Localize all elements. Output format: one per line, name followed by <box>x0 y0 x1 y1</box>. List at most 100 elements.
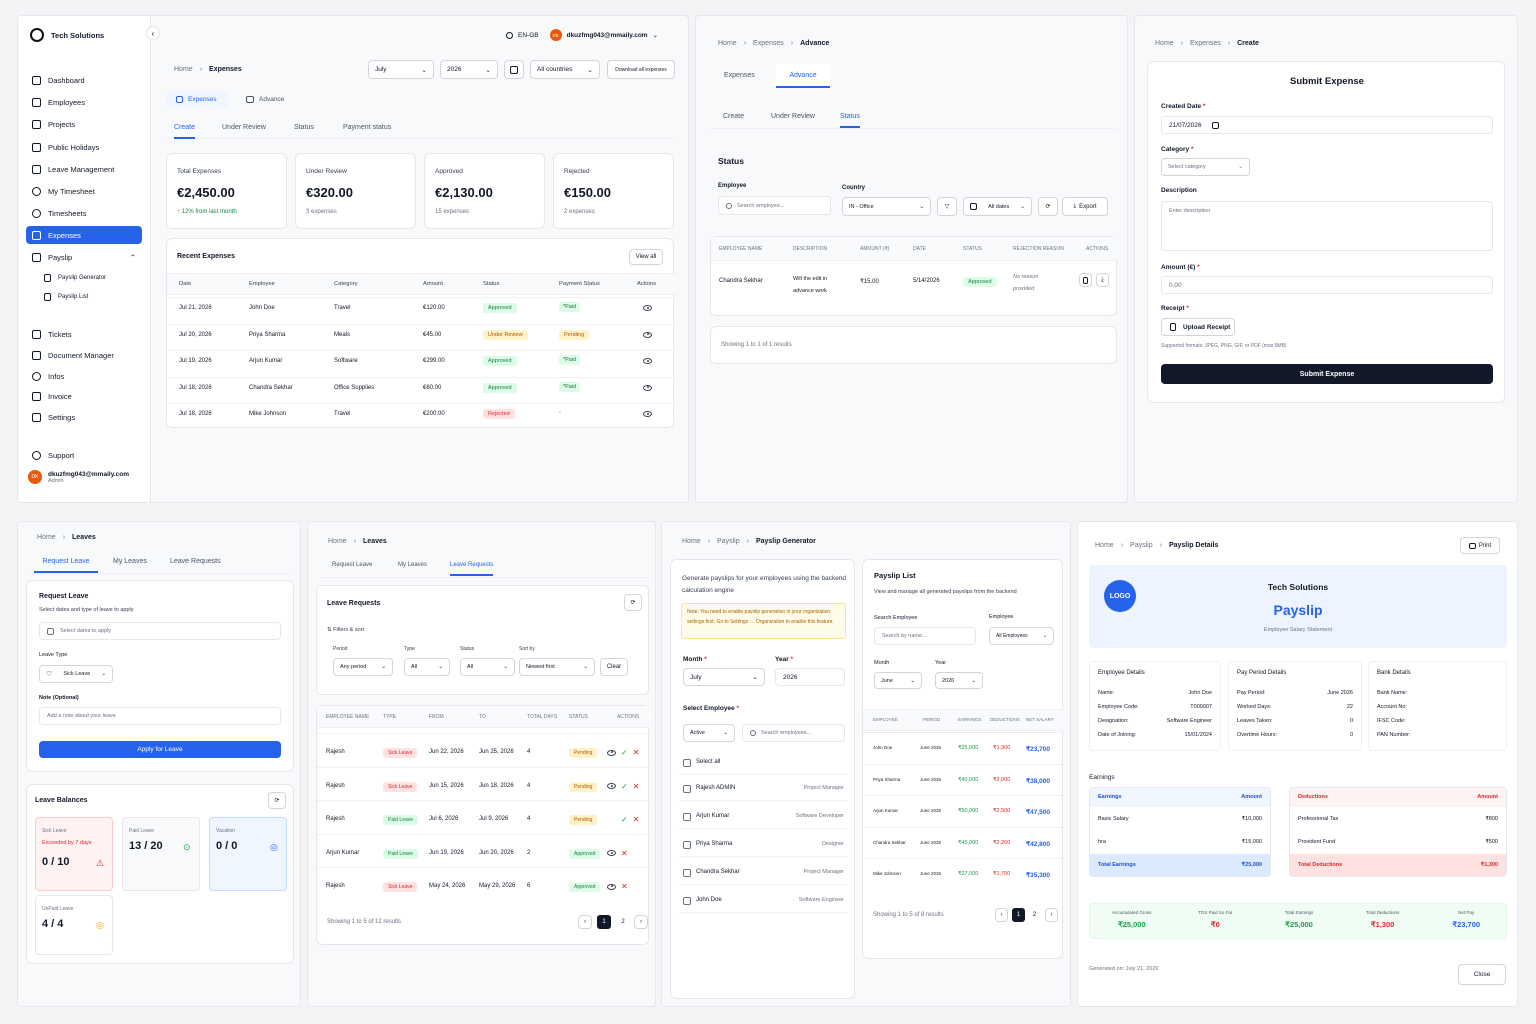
sidebar-item-projects[interactable]: Projects <box>26 115 142 133</box>
refresh-button[interactable]: ⟳ <box>1038 197 1058 216</box>
page-2-button[interactable]: 2 <box>1032 912 1037 918</box>
employee-checkbox[interactable] <box>683 869 691 877</box>
reject-icon[interactable]: ✕ <box>621 848 628 858</box>
prev-page-button[interactable]: ‹ <box>995 908 1008 922</box>
list-year-select[interactable]: 2026 ⌄ <box>935 672 983 689</box>
sidebar-item-payslip[interactable]: Payslip ⌃ <box>26 248 142 266</box>
view-icon[interactable] <box>643 331 652 338</box>
tab-request-leave[interactable]: Request Leave <box>34 558 98 573</box>
download-button[interactable]: ⤓ <box>1096 273 1109 287</box>
month-select[interactable]: July ⌄ <box>683 668 765 686</box>
sidebar-item-timesheets[interactable]: Timesheets <box>26 204 142 222</box>
select-dates-input[interactable]: Select dates to apply <box>39 622 281 640</box>
view-all-button[interactable]: View all <box>629 249 663 265</box>
sidebar-item-support[interactable]: Support <box>26 446 142 464</box>
category-select[interactable]: Select category ⌄ <box>1161 158 1250 176</box>
employee-checkbox[interactable] <box>683 813 691 821</box>
subtab-under-review[interactable]: Under Review <box>222 124 266 131</box>
reject-icon[interactable]: ✕ <box>621 882 628 891</box>
status-select[interactable]: All ⌄ <box>460 658 515 676</box>
upload-receipt-button[interactable]: Upload Receipt <box>1161 318 1235 336</box>
download-all-button[interactable]: Download all expenses <box>607 60 675 79</box>
note-input[interactable]: Add a note about your leave <box>39 707 281 725</box>
view-icon[interactable] <box>643 305 652 311</box>
clear-button[interactable]: Clear <box>600 658 628 676</box>
sidebar-item-payslip-list[interactable]: Payslip List <box>38 288 142 306</box>
view-icon[interactable] <box>607 850 616 856</box>
sort-select[interactable]: Newest first ⌄ <box>519 658 595 676</box>
approve-icon[interactable]: ✓ <box>621 748 628 757</box>
employee-checkbox[interactable] <box>683 841 691 849</box>
sidebar-item-expenses[interactable]: Expenses <box>26 226 142 244</box>
subtab-under-review[interactable]: Under Review <box>771 113 815 120</box>
export-button[interactable]: ⤓ Export <box>1062 197 1108 216</box>
search-by-name-input[interactable]: Search by name... <box>874 627 976 645</box>
subtab-create[interactable]: Create <box>174 124 196 139</box>
view-icon[interactable] <box>607 883 616 890</box>
sidebar-item-invoice[interactable]: Invoice <box>26 387 142 405</box>
reject-icon[interactable]: ✕ <box>632 815 640 824</box>
subtab-payment-status[interactable]: Payment status <box>343 124 392 131</box>
reject-icon[interactable]: ✕ <box>632 781 640 791</box>
user-profile[interactable]: DK dkuzfmg043@mmaily.com Admin <box>28 470 129 484</box>
list-month-select[interactable]: June ⌄ <box>874 672 922 689</box>
header-avatar[interactable]: DK <box>549 29 562 41</box>
employee-checkbox[interactable] <box>683 897 691 905</box>
tab-expenses[interactable]: Expenses <box>724 72 755 79</box>
select-all-checkbox[interactable] <box>683 759 691 767</box>
view-icon[interactable] <box>607 749 616 756</box>
next-page-button[interactable]: › <box>634 915 648 929</box>
sidebar-item-my-timesheet[interactable]: My Timesheet <box>26 182 142 200</box>
subtab-status[interactable]: Status <box>840 113 860 128</box>
prev-page-button[interactable]: ‹ <box>578 915 592 929</box>
refresh-button[interactable]: ⟳ <box>624 594 642 611</box>
page-1-button[interactable]: 1 <box>597 915 611 929</box>
refresh-button[interactable]: ⟳ <box>268 792 286 809</box>
view-document-button[interactable] <box>1079 273 1092 287</box>
sidebar-item-leave-management[interactable]: Leave Management <box>26 160 142 178</box>
tab-leave-requests[interactable]: Leave Requests <box>170 558 221 565</box>
page-1-button[interactable]: 1 <box>1012 908 1025 922</box>
employee-checkbox[interactable] <box>683 785 691 793</box>
country-select[interactable]: All countries ⌄ <box>530 60 600 79</box>
subtab-create[interactable]: Create <box>723 113 745 120</box>
tab-advance[interactable]: Advance <box>776 64 830 88</box>
approve-icon[interactable]: ✓ <box>621 781 628 791</box>
tab-expenses[interactable]: Expenses <box>166 91 228 108</box>
sidebar-item-employees[interactable]: Employees <box>26 93 142 111</box>
period-select[interactable]: Any period ⌄ <box>333 658 393 676</box>
apply-leave-button[interactable]: Apply for Leave <box>39 741 281 758</box>
country-select[interactable]: IN - Office ⌄ <box>842 197 931 216</box>
print-button[interactable]: Print <box>1460 537 1500 554</box>
sidebar-item-document-manager[interactable]: Document Manager <box>26 346 142 364</box>
year-input[interactable]: 2026 <box>775 668 845 686</box>
view-icon[interactable] <box>643 384 652 391</box>
sidebar-item-tickets[interactable]: Tickets <box>26 325 142 343</box>
amount-input[interactable]: 0.00 <box>1161 276 1493 294</box>
sidebar-item-infos[interactable]: Infos <box>26 367 142 385</box>
filter-button[interactable]: ▽ <box>937 197 957 216</box>
leave-type-select[interactable]: ♡ Sick Leave ⌄ <box>39 665 113 683</box>
sidebar-item-settings[interactable]: Settings <box>26 408 142 426</box>
created-date-input[interactable]: 21/07/2026 <box>1161 116 1493 134</box>
sidebar-item-public-holidays[interactable]: Public Holidays <box>26 138 142 156</box>
tab-my-leaves[interactable]: My Leaves <box>398 562 428 568</box>
view-icon[interactable] <box>607 783 616 789</box>
tab-request-leave[interactable]: Request Leave <box>332 562 373 568</box>
year-select[interactable]: 2026 ⌄ <box>440 60 498 79</box>
close-button[interactable]: Close <box>1458 964 1506 985</box>
reject-icon[interactable]: ✕ <box>632 748 640 757</box>
month-select[interactable]: July ⌄ <box>368 60 434 79</box>
collapse-sidebar-button[interactable]: ‹ <box>146 26 160 40</box>
view-icon[interactable] <box>643 358 652 364</box>
employee-filter-select[interactable]: All Employees ⌄ <box>989 627 1054 645</box>
type-select[interactable]: All ⌄ <box>404 658 450 676</box>
submit-expense-button[interactable]: Submit Expense <box>1161 364 1493 384</box>
description-textarea[interactable]: Enter description <box>1161 201 1493 251</box>
page-2-button[interactable]: 2 <box>621 919 625 925</box>
tab-my-leaves[interactable]: My Leaves <box>113 558 147 565</box>
tab-advance[interactable]: Advance <box>236 91 284 108</box>
view-icon[interactable] <box>643 411 652 417</box>
sidebar-item-payslip-generator[interactable]: Payslip Generator <box>38 269 142 287</box>
sidebar-item-dashboard[interactable]: Dashboard <box>26 71 142 89</box>
